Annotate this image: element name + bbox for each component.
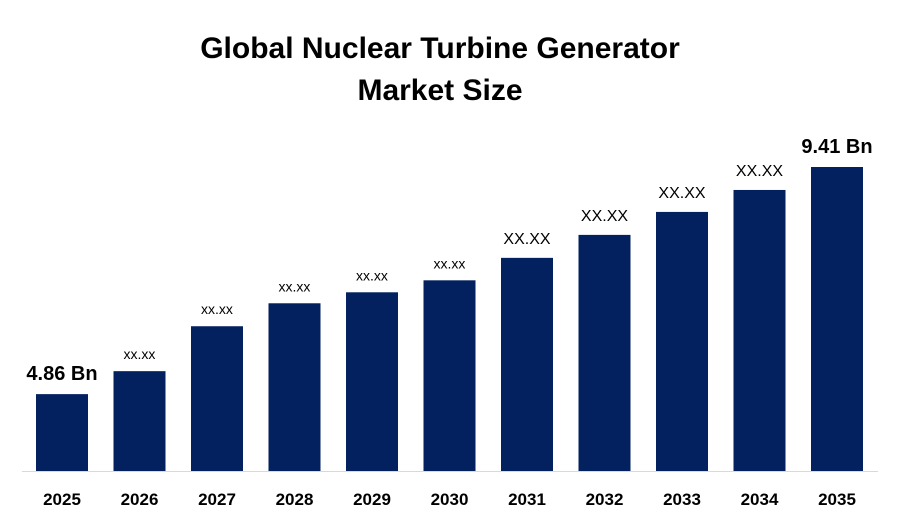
bar-2028 [268,303,321,471]
bar-2033 [656,211,708,472]
data-label-2027: xx.xx [201,301,233,317]
data-label-2025: 4.86 Bn [26,363,97,385]
x-tick-label-2030: 2030 [431,490,469,509]
bar-2035 [811,167,863,471]
x-tick-label-2025: 2025 [43,490,81,509]
data-label-2028: xx.xx [279,278,311,294]
x-tick-label-2029: 2029 [353,490,391,509]
x-tick-label-2026: 2026 [121,490,159,509]
chart-title-line-2: Market Size [357,74,523,107]
data-label-2032: XX.XX [581,208,628,225]
data-label-2033: XX.XX [658,185,705,202]
data-label-2030: xx.xx [434,255,466,271]
data-label-2029: xx.xx [356,267,388,283]
x-tick-label-2028: 2028 [276,490,314,509]
chart-title: Global Nuclear Turbine Generator Market … [0,28,880,112]
data-label-2034: XX.XX [736,163,783,180]
x-tick-label-2032: 2032 [586,490,624,509]
x-tick-label-2033: 2033 [663,490,701,509]
data-label-2031: XX.XX [503,231,550,248]
bar-2029 [346,292,398,471]
bar-2031 [501,257,553,471]
x-tick-label-2031: 2031 [508,490,546,509]
bar-2027 [191,326,243,471]
chart-title-line-1: Global Nuclear Turbine Generator [200,32,680,65]
x-tick-label-2034: 2034 [741,490,779,509]
bar-2025 [36,394,88,471]
bar-2032 [578,234,631,471]
bar-2030 [423,280,476,471]
data-label-2035: 9.41 Bn [801,136,872,158]
x-tick-label-2027: 2027 [198,490,236,509]
data-label-2026: xx.xx [124,346,156,362]
bar-2026 [113,371,166,471]
bar-2034 [733,189,786,472]
x-tick-label-2035: 2035 [818,490,856,509]
